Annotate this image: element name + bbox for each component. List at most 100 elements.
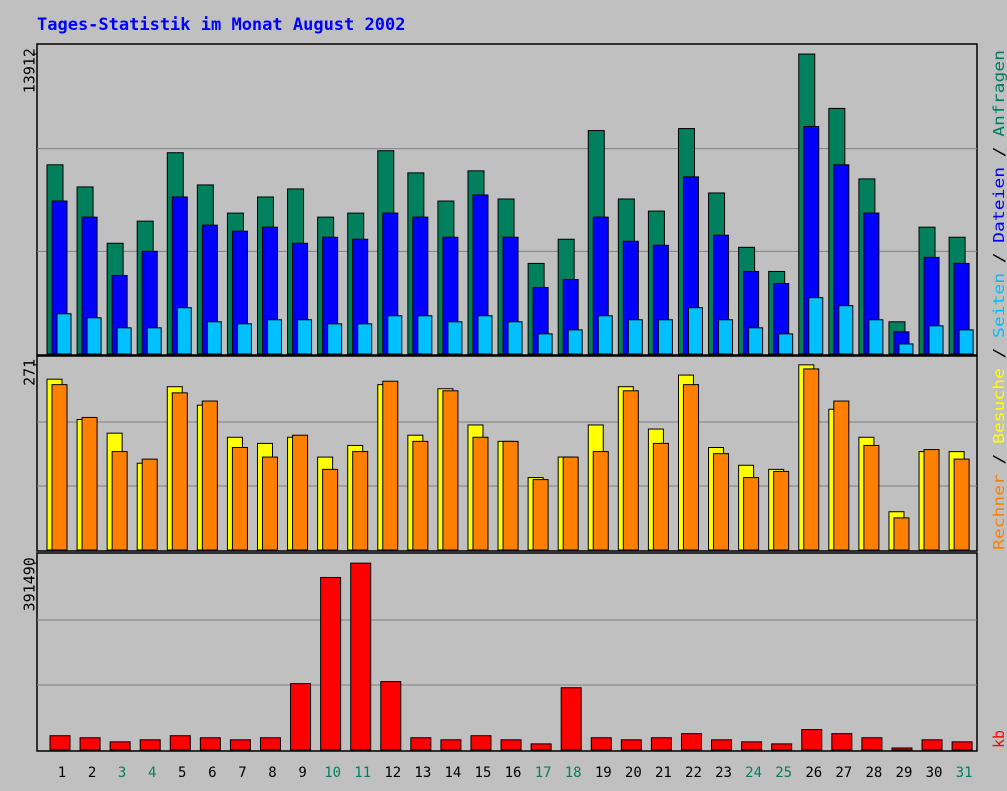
bar <box>51 384 68 551</box>
bar <box>808 297 824 355</box>
x-tick-label: 8 <box>268 765 276 781</box>
bar <box>206 321 222 355</box>
x-tick-label: 6 <box>208 765 216 781</box>
legend: Rechner / Besuche / Seiten / Dateien / Anfragen <box>990 50 1007 550</box>
legend-separator: / <box>990 348 1007 359</box>
x-tick-label: 24 <box>745 765 762 781</box>
legend-entry: Rechner <box>990 474 1007 550</box>
bar <box>592 451 609 551</box>
bar <box>620 739 642 751</box>
bar <box>380 681 402 751</box>
bar <box>682 384 699 551</box>
bar <box>410 737 432 751</box>
x-tick-label: 14 <box>444 765 461 781</box>
legend-entry: kb <box>990 730 1007 748</box>
bar <box>447 321 463 355</box>
bar <box>838 305 854 355</box>
legend-separator: / <box>990 146 1007 157</box>
bar <box>79 737 101 751</box>
x-tick-label: 27 <box>835 765 852 781</box>
bar <box>266 319 282 355</box>
bar <box>417 315 433 355</box>
x-tick-label: 25 <box>775 765 792 781</box>
x-tick-label: 22 <box>685 765 702 781</box>
bar <box>650 737 672 751</box>
y-tick-label: 13912 <box>21 48 39 93</box>
legend-entry: Seiten <box>990 273 1007 338</box>
bar <box>322 468 339 551</box>
x-tick-label: 20 <box>625 765 642 781</box>
bar <box>507 321 523 355</box>
x-tick-label: 9 <box>298 765 306 781</box>
legend-entry: Dateien <box>990 167 1007 243</box>
bar <box>261 456 278 551</box>
bar <box>86 317 102 355</box>
x-tick-label: 26 <box>805 765 822 781</box>
bar <box>921 739 943 751</box>
x-tick-label: 7 <box>238 765 246 781</box>
bar <box>773 470 790 551</box>
bar <box>357 323 373 355</box>
bar <box>831 733 853 751</box>
bar <box>771 743 793 751</box>
bar <box>748 327 764 355</box>
bar <box>687 307 703 355</box>
bar <box>412 440 429 551</box>
x-tick-label: 12 <box>384 765 401 781</box>
bar <box>352 451 369 551</box>
x-tick-label: 1 <box>58 765 66 781</box>
bar <box>292 434 309 551</box>
bar <box>560 687 582 751</box>
bar <box>502 440 519 551</box>
bar <box>562 456 579 551</box>
bar <box>141 458 158 551</box>
bar <box>567 329 583 355</box>
bar <box>680 733 702 751</box>
bar <box>201 400 218 551</box>
bar <box>171 392 188 551</box>
bar <box>622 390 639 551</box>
bar <box>530 743 552 751</box>
bar <box>891 747 913 751</box>
bar <box>327 323 343 355</box>
bar <box>597 315 613 355</box>
bar <box>236 323 252 355</box>
x-tick-label: 2 <box>88 765 96 781</box>
legend: kb <box>990 730 1007 748</box>
x-tick-label: 4 <box>148 765 156 781</box>
bar <box>861 737 883 751</box>
x-tick-label: 28 <box>865 765 882 781</box>
bar <box>81 416 98 551</box>
x-tick-label: 5 <box>178 765 186 781</box>
y-tick-label: 391490 <box>21 557 39 611</box>
x-tick-label: 10 <box>324 765 341 781</box>
legend-separator: / <box>990 454 1007 465</box>
bar <box>199 737 221 751</box>
bar <box>49 735 71 751</box>
bar <box>56 313 72 355</box>
bar <box>590 737 612 751</box>
bar <box>146 327 162 355</box>
bar <box>928 325 944 355</box>
bar <box>718 319 734 355</box>
x-tick-label: 19 <box>595 765 612 781</box>
x-tick-label: 13 <box>414 765 431 781</box>
bar <box>951 741 973 751</box>
bar <box>711 739 733 751</box>
bar <box>868 319 884 355</box>
bar <box>231 447 248 551</box>
bar <box>382 380 399 551</box>
bar <box>176 307 192 355</box>
chart-title: Tages-Statistik im Monat August 2002 <box>37 15 405 35</box>
bar <box>350 562 372 751</box>
bar <box>169 735 191 751</box>
x-tick-label: 3 <box>118 765 126 781</box>
bar <box>139 739 161 751</box>
panel-frame <box>36 552 978 752</box>
bar <box>778 333 794 355</box>
x-tick-label: 29 <box>896 765 913 781</box>
bar <box>290 683 312 751</box>
bar <box>297 319 313 355</box>
